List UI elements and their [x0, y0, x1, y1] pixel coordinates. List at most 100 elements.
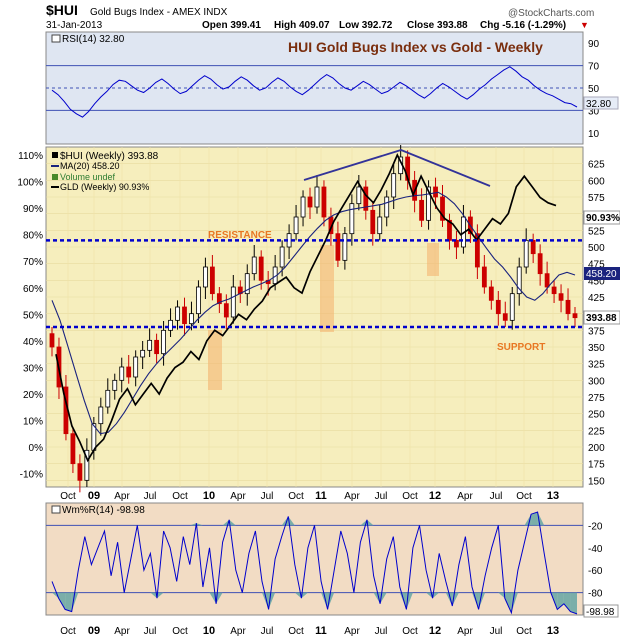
price-x-tick-label: 10	[203, 490, 215, 502]
wmr-series-line	[51, 511, 578, 615]
candle-body	[293, 216, 299, 235]
candle-body	[558, 293, 564, 301]
symbol: $HUI	[46, 2, 78, 18]
price-right-tick-label: 175	[588, 460, 605, 471]
hui-legend-swatch	[52, 152, 58, 158]
candle-body	[370, 209, 376, 235]
volume-legend-swatch	[52, 174, 58, 180]
wmr-x-tick-label: Jul	[144, 626, 157, 637]
wmr-oversold-fill	[65, 592, 72, 612]
price-x-tick-label: Oct	[60, 491, 76, 502]
rsi-tick-label: 90	[588, 39, 600, 50]
chart-date: 31-Jan-2013	[46, 20, 103, 31]
price-x-tick-label: Jul	[375, 491, 388, 502]
rsi-legend-swatch	[51, 34, 61, 43]
wmr-oversold-fill	[498, 592, 505, 599]
wmr-x-tick-label: Jul	[261, 626, 274, 637]
rsi-grid	[46, 65, 583, 111]
wmr-x-tick-label: 12	[429, 625, 441, 637]
price-left-tick-labels: 110% 100% 90% 80% 70% 60% 50% 40% 30% 20% 10% 0% -10…	[17, 151, 43, 481]
wmr-x-tick-label: Jul	[375, 626, 388, 637]
price-left-tick-label: 100%	[17, 178, 43, 189]
wmr-oversold-fill	[71, 592, 79, 612]
candle-body	[356, 186, 362, 205]
wmr-x-tick-label: Apr	[230, 626, 246, 637]
candle-body	[119, 366, 125, 381]
candle-body	[440, 196, 445, 221]
price-x-tick-label: Jul	[261, 491, 274, 502]
wmr-panel	[45, 502, 584, 616]
wmr-oversold-fill	[426, 592, 433, 599]
candle-body	[384, 196, 390, 218]
wmr-x-tick-label: 10	[203, 625, 215, 637]
wmr-x-tick-label: Oct	[516, 626, 532, 637]
wmr-x-tick-label: 09	[88, 625, 100, 637]
close-value: Close 393.88	[407, 20, 468, 31]
hui-candles	[49, 145, 578, 493]
price-x-tick-label: Jul	[490, 491, 503, 502]
price-right-tick-label: 325	[588, 360, 605, 371]
price-x-tick-labels: Oct 09 Apr Jul Oct 10 Apr Jul Oct 11 Apr Jul Oct 12 Ap…	[60, 490, 559, 502]
price-x-tick-label: 11	[315, 490, 327, 502]
volume-legend: Volume undef	[60, 172, 116, 182]
candle-body	[426, 186, 431, 221]
price-right-tick-label: 625	[588, 160, 605, 171]
candle-body	[70, 433, 76, 465]
wmr-oversold-fill	[511, 592, 518, 613]
candle-body	[154, 339, 160, 355]
candle-body	[502, 313, 508, 321]
wmr-overbought-fill	[288, 516, 295, 526]
wmr-oversold-fill	[262, 592, 269, 610]
wmr-x-tick-label: 13	[547, 625, 559, 637]
price-right-tick-label: 350	[588, 343, 605, 354]
price-x-tick-label: Apr	[344, 491, 360, 502]
candle-body	[551, 286, 557, 295]
candle-body	[168, 319, 173, 331]
candle-body	[572, 313, 578, 319]
candle-body	[196, 286, 201, 315]
wmr-tick-label: -40	[588, 544, 603, 555]
price-right-tick-label: 375	[588, 326, 605, 337]
resistance-label: RESISTANCE	[208, 230, 272, 241]
hui-legend: $HUI (Weekly) 393.88	[60, 151, 159, 162]
candle-body	[189, 313, 194, 325]
price-legend: $HUI (Weekly) 393.88 MA(20) 458.20 Volum…	[51, 151, 159, 192]
price-left-tick-label: 70%	[23, 257, 43, 268]
candle-body	[112, 379, 118, 391]
price-left-tick-label: 10%	[23, 417, 43, 428]
price-x-tick-label: Oct	[172, 491, 188, 502]
price-right-tick-label: 475	[588, 260, 605, 271]
price-right-tick-label: 425	[588, 293, 605, 304]
candle-body	[391, 173, 397, 198]
wmr-tick-label: -60	[588, 566, 603, 577]
price-x-tick-label: 09	[88, 490, 100, 502]
candle-body	[537, 253, 543, 275]
hui-last-label: 393.88	[586, 313, 617, 324]
hui-last-badge	[583, 310, 620, 325]
high-value: High 409.07	[274, 20, 330, 31]
price-right-tick-label: 600	[588, 176, 605, 187]
wmr-x-tick-label: Oct	[60, 626, 76, 637]
wmr-x-tick-label: Apr	[114, 626, 130, 637]
gld-legend: GLD (Weekly) 90.93%	[60, 182, 149, 192]
wmr-oversold-fill	[150, 592, 157, 599]
pullback-highlight-1	[208, 330, 222, 390]
rsi-panel	[45, 31, 584, 145]
wmr-x-tick-label: Oct	[402, 626, 418, 637]
candle-body	[209, 266, 215, 295]
price-right-tick-label: 150	[588, 476, 605, 487]
candle-body	[84, 449, 90, 481]
wmr-overbought-fill	[229, 519, 236, 526]
wmr-last-badge	[583, 604, 619, 618]
low-value: Low 392.72	[339, 20, 393, 31]
price-last-badges: 90.93% 458.20 393.88	[583, 210, 620, 325]
candle-body	[377, 216, 383, 235]
watermark: @StockCharts.com	[508, 8, 594, 19]
wmr-x-tick-label: Apr	[344, 626, 360, 637]
gld-last-label: 90.93%	[586, 213, 620, 224]
candle-body	[419, 199, 424, 221]
price-left-tick-label: 0%	[29, 443, 44, 454]
candle-body	[509, 293, 515, 321]
candle-body	[454, 239, 459, 248]
ma-last-label: 458.20	[586, 269, 617, 280]
